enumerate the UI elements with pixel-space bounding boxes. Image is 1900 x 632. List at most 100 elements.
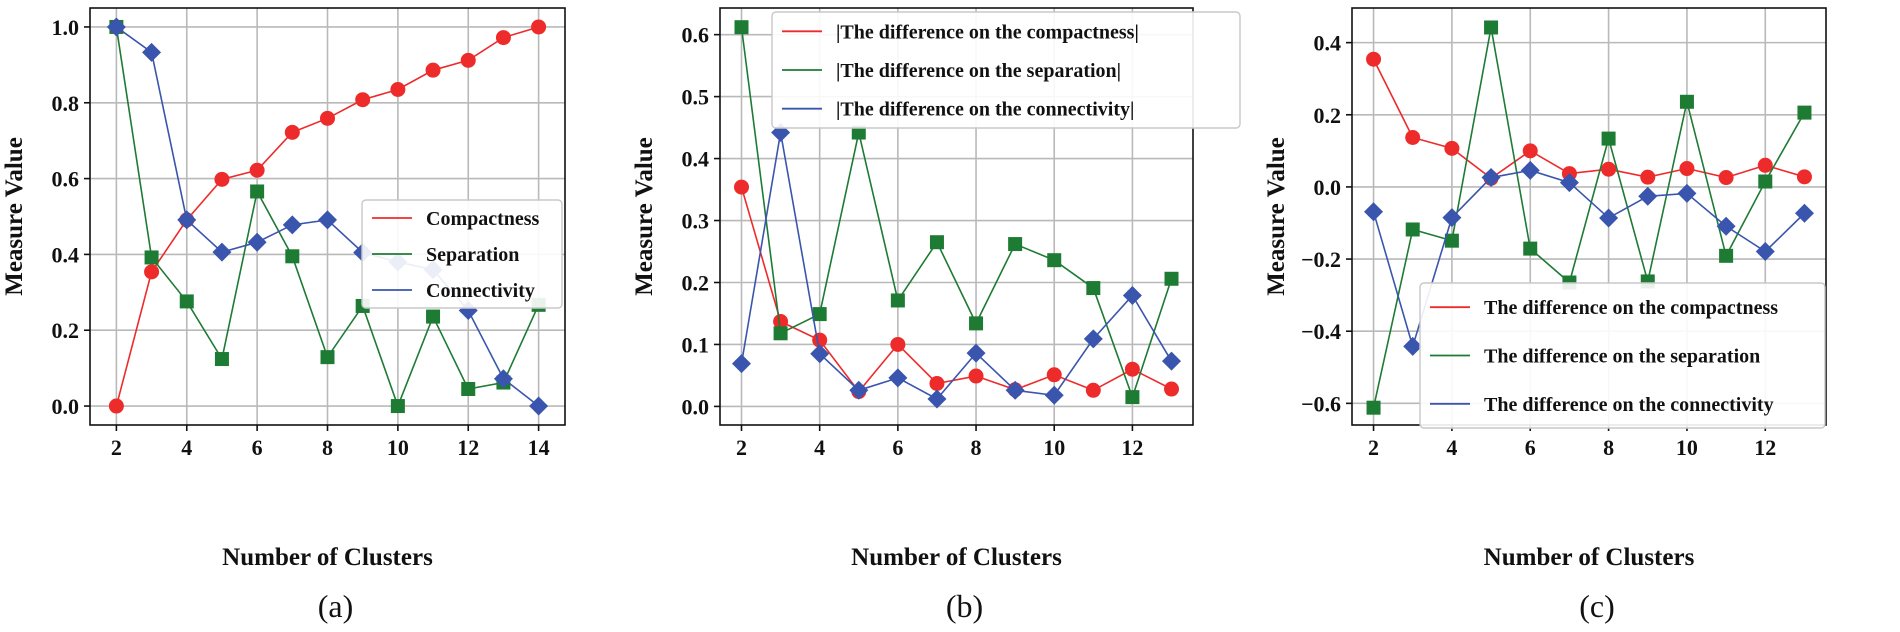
data-point <box>1005 380 1025 400</box>
y-tick-label: 0.5 <box>682 85 710 110</box>
data-point <box>1444 140 1460 156</box>
data-point <box>1638 186 1658 206</box>
data-point <box>1086 281 1101 296</box>
y-tick-label: 0.2 <box>1314 103 1342 128</box>
data-point <box>1405 222 1420 237</box>
x-tick-label: 6 <box>252 435 263 460</box>
legend-label: The difference on the connectivity <box>1484 394 1774 416</box>
data-point <box>531 19 547 35</box>
y-tick-label: 0.6 <box>52 167 80 192</box>
data-point <box>318 210 337 230</box>
data-point <box>968 368 984 384</box>
data-point <box>929 235 944 250</box>
panel-caption: (a) <box>318 588 354 624</box>
data-point <box>1797 105 1812 120</box>
data-point <box>812 307 827 322</box>
panel-b: 2 4 6 8 10 12 0.0 0.1 0.2 0.3 0.4 0.5 0.6 Number of C… <box>631 7 1241 624</box>
data-point <box>966 343 986 363</box>
x-tick-label: 10 <box>1043 435 1065 460</box>
x-tick-label: 10 <box>1676 435 1698 460</box>
data-point <box>249 162 265 178</box>
data-point <box>1366 51 1382 67</box>
legend-label: |The difference on the connectivity| <box>836 99 1134 121</box>
data-point <box>1085 382 1101 398</box>
series-the-difference-on-the-connectivity <box>732 123 1181 409</box>
data-point <box>734 179 749 195</box>
data-point <box>144 250 159 265</box>
data-point <box>493 369 513 389</box>
legend: The difference on the compactness The dif… <box>1419 282 1826 429</box>
legend-label: Separation <box>426 244 519 266</box>
data-point <box>1047 253 1062 268</box>
legend-label: The difference on the separation <box>1484 346 1760 368</box>
y-tick-label: −0.2 <box>1301 247 1341 272</box>
data-point <box>1601 131 1616 146</box>
y-tick-label: 0.8 <box>52 91 80 116</box>
data-point <box>1757 157 1773 173</box>
data-point <box>1520 160 1540 180</box>
data-point <box>1677 183 1697 203</box>
data-point <box>1796 169 1812 185</box>
data-point <box>1601 161 1617 177</box>
data-point <box>1162 351 1181 371</box>
data-point <box>890 293 905 308</box>
x-tick-label: 8 <box>1603 435 1614 460</box>
data-point <box>179 294 194 309</box>
data-point <box>284 124 300 140</box>
data-point <box>495 30 511 46</box>
data-point <box>1599 208 1619 228</box>
y-tick-label: 0.4 <box>52 242 80 267</box>
legend-box <box>361 199 563 309</box>
y-tick-label: −0.6 <box>1301 391 1341 416</box>
data-point <box>1366 400 1381 415</box>
data-point <box>1046 367 1062 383</box>
data-point <box>1083 329 1103 349</box>
x-tick-label: 8 <box>322 435 333 460</box>
x-tick-label: 6 <box>1525 435 1536 460</box>
x-tick-label: 6 <box>892 435 903 460</box>
data-point <box>461 381 476 396</box>
panel-a: 2 4 6 8 10 12 14 0.0 0.2 0.4 0.6 0.8 1.0 Number of Cl… <box>1 7 566 624</box>
data-point <box>320 110 335 126</box>
data-point <box>773 326 788 341</box>
data-point <box>1164 381 1179 397</box>
data-point <box>1008 237 1023 252</box>
y-axis-label: Measure Value <box>631 137 658 296</box>
data-point <box>773 314 789 330</box>
data-point <box>1794 203 1814 223</box>
legend-label: Compactness <box>426 208 540 230</box>
x-axis-label: Number of Clusters <box>222 544 433 571</box>
y-tick-label: 1.0 <box>52 15 80 40</box>
data-point <box>144 264 160 280</box>
data-point <box>927 389 947 409</box>
data-point <box>106 17 126 37</box>
data-point <box>460 52 476 68</box>
data-point <box>1481 168 1501 188</box>
data-point <box>355 92 371 108</box>
x-axis-label: Number of Clusters <box>851 544 1062 571</box>
data-point <box>810 344 830 364</box>
data-point <box>1716 216 1736 236</box>
data-point <box>214 352 229 367</box>
data-point <box>849 380 869 400</box>
x-tick-label: 2 <box>736 435 747 460</box>
data-point <box>320 350 335 365</box>
data-point <box>1679 94 1694 109</box>
data-point <box>390 82 406 98</box>
data-point <box>142 42 162 62</box>
data-point <box>426 309 441 324</box>
data-point <box>1523 241 1538 256</box>
data-point <box>1755 241 1775 261</box>
x-tick-label: 14 <box>528 435 550 460</box>
x-tick-label: 4 <box>1446 435 1457 460</box>
y-tick-label: 0.2 <box>682 270 710 295</box>
y-tick-label: 0.3 <box>682 209 710 234</box>
data-point <box>282 215 302 235</box>
y-tick-label: 0.1 <box>682 332 710 357</box>
data-point <box>1122 286 1142 306</box>
plot-area-frame <box>719 7 1194 426</box>
y-tick-label: 0.6 <box>682 23 710 48</box>
data-point <box>1164 271 1179 286</box>
data-point <box>851 125 866 140</box>
